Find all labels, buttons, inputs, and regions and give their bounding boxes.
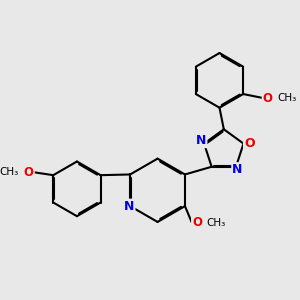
Text: O: O xyxy=(192,216,202,229)
Text: CH₃: CH₃ xyxy=(207,218,226,227)
Text: N: N xyxy=(124,200,134,213)
Text: O: O xyxy=(262,92,273,105)
Text: O: O xyxy=(24,166,34,179)
Text: N: N xyxy=(196,134,206,147)
Text: N: N xyxy=(232,163,243,176)
Text: CH₃: CH₃ xyxy=(0,167,19,177)
Text: O: O xyxy=(244,137,255,150)
Text: CH₃: CH₃ xyxy=(278,93,297,103)
